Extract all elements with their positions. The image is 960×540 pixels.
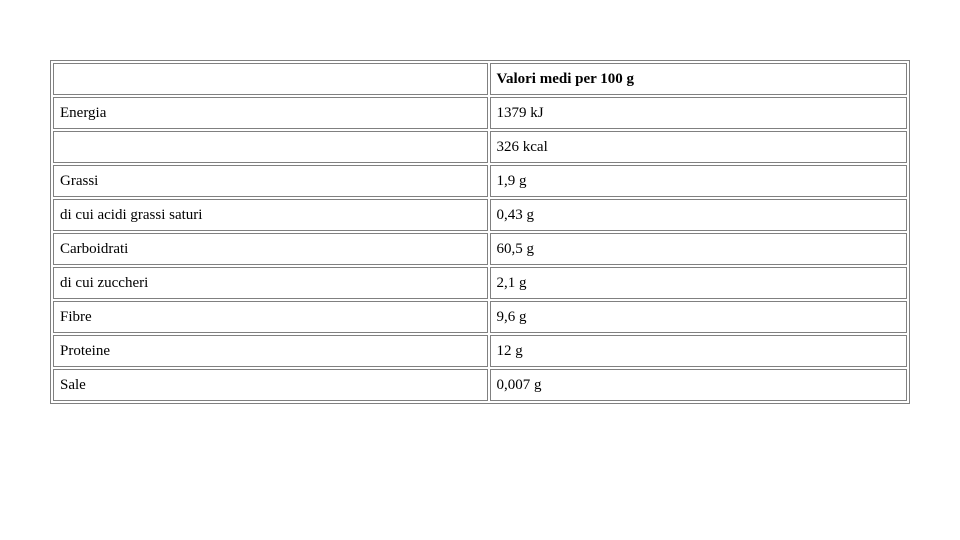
table-row: Sale 0,007 g: [53, 369, 907, 401]
table-header-row: Valori medi per 100 g: [53, 63, 907, 95]
row-value: 0,007 g: [490, 369, 907, 401]
table-row: Carboidrati 60,5 g: [53, 233, 907, 265]
row-value: 2,1 g: [490, 267, 907, 299]
row-label: Fibre: [53, 301, 488, 333]
table-row: Grassi 1,9 g: [53, 165, 907, 197]
row-value: 9,6 g: [490, 301, 907, 333]
nutrition-table-body: Energia 1379 kJ 326 kcal Grassi 1,9 g di…: [53, 97, 907, 401]
row-label: di cui zuccheri: [53, 267, 488, 299]
table-row: di cui acidi grassi saturi 0,43 g: [53, 199, 907, 231]
row-label: Grassi: [53, 165, 488, 197]
row-value: 60,5 g: [490, 233, 907, 265]
header-label-cell: [53, 63, 488, 95]
row-value: 0,43 g: [490, 199, 907, 231]
table-row: Fibre 9,6 g: [53, 301, 907, 333]
table-row: di cui zuccheri 2,1 g: [53, 267, 907, 299]
row-label: Sale: [53, 369, 488, 401]
nutrition-table: Valori medi per 100 g Energia 1379 kJ 32…: [50, 60, 910, 404]
row-label: Energia: [53, 97, 488, 129]
row-label: [53, 131, 488, 163]
row-label: Proteine: [53, 335, 488, 367]
row-label: di cui acidi grassi saturi: [53, 199, 488, 231]
table-row: Energia 1379 kJ: [53, 97, 907, 129]
row-label: Carboidrati: [53, 233, 488, 265]
table-row: Proteine 12 g: [53, 335, 907, 367]
row-value: 326 kcal: [490, 131, 907, 163]
row-value: 12 g: [490, 335, 907, 367]
row-value: 1379 kJ: [490, 97, 907, 129]
table-row: 326 kcal: [53, 131, 907, 163]
row-value: 1,9 g: [490, 165, 907, 197]
header-value-cell: Valori medi per 100 g: [490, 63, 907, 95]
